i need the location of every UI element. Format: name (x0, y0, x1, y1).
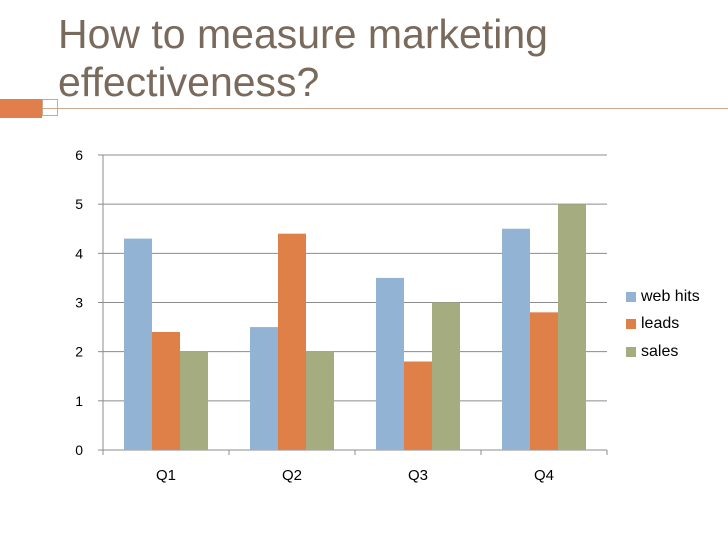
accent-bar (0, 99, 42, 118)
x-tick-label: Q4 (534, 467, 554, 484)
y-tick-label: 1 (75, 393, 83, 409)
legend-item-web-hits: web hits (626, 283, 700, 311)
x-tick-label: Q3 (408, 467, 428, 484)
legend-swatch-web-hits (626, 291, 636, 302)
y-tick-label: 6 (75, 147, 83, 163)
bar-sales-Q2 (306, 351, 334, 450)
y-tick-label: 4 (75, 245, 83, 261)
bar-sales-Q4 (558, 204, 586, 450)
legend-swatch-sales (626, 346, 636, 357)
legend-label-web-hits: web hits (641, 287, 700, 305)
bar-leads-Q3 (404, 361, 432, 450)
bar-sales-Q3 (432, 302, 460, 450)
legend-item-leads: leads (626, 311, 700, 339)
accent-box (42, 99, 58, 116)
legend-label-leads: leads (641, 315, 680, 333)
legend-label-sales: sales (641, 342, 679, 360)
y-tick-label: 3 (75, 295, 83, 311)
bar-web-hits-Q3 (376, 277, 404, 450)
x-tick-label: Q2 (282, 467, 302, 484)
bar-web-hits-Q1 (124, 238, 152, 450)
slide-title: How to measure marketing effectiveness? (58, 11, 548, 105)
y-tick-label: 2 (75, 344, 83, 360)
y-tick-label: 0 (75, 442, 83, 458)
title-divider (42, 108, 728, 109)
bar-leads-Q2 (278, 233, 306, 450)
bar-web-hits-Q4 (502, 228, 530, 450)
x-tick-label: Q1 (156, 467, 176, 484)
chart-legend: web hits leads sales (626, 283, 700, 366)
bar-leads-Q1 (152, 332, 180, 450)
legend-item-sales: sales (626, 338, 700, 366)
bar-sales-Q1 (180, 351, 208, 450)
legend-swatch-leads (626, 319, 636, 330)
y-tick-label: 5 (75, 196, 83, 212)
bar-web-hits-Q2 (250, 327, 278, 450)
bar-leads-Q4 (530, 312, 558, 450)
